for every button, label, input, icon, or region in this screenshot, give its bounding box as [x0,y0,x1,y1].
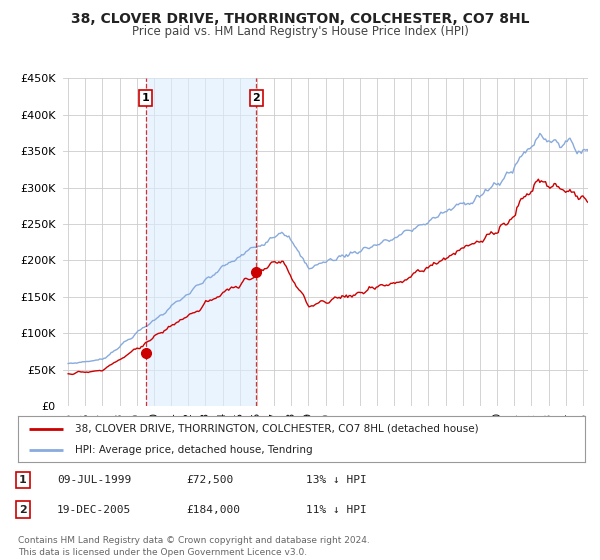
Text: Contains HM Land Registry data © Crown copyright and database right 2024.
This d: Contains HM Land Registry data © Crown c… [18,536,370,557]
Text: 1: 1 [19,475,26,485]
Bar [146,78,256,406]
Text: 38, CLOVER DRIVE, THORRINGTON, COLCHESTER, CO7 8HL: 38, CLOVER DRIVE, THORRINGTON, COLCHESTE… [71,12,529,26]
Text: 2: 2 [253,93,260,103]
Text: HPI: Average price, detached house, Tendring: HPI: Average price, detached house, Tend… [75,445,313,455]
Text: 38, CLOVER DRIVE, THORRINGTON, COLCHESTER, CO7 8HL (detached house): 38, CLOVER DRIVE, THORRINGTON, COLCHESTE… [75,424,478,434]
Text: 19-DEC-2005: 19-DEC-2005 [57,505,131,515]
Text: £184,000: £184,000 [186,505,240,515]
Text: 13% ↓ HPI: 13% ↓ HPI [306,475,367,485]
Text: 11% ↓ HPI: 11% ↓ HPI [306,505,367,515]
Text: 2: 2 [19,505,26,515]
Text: 09-JUL-1999: 09-JUL-1999 [57,475,131,485]
Text: 1: 1 [142,93,149,103]
Text: Price paid vs. HM Land Registry's House Price Index (HPI): Price paid vs. HM Land Registry's House … [131,25,469,38]
Text: £72,500: £72,500 [186,475,233,485]
